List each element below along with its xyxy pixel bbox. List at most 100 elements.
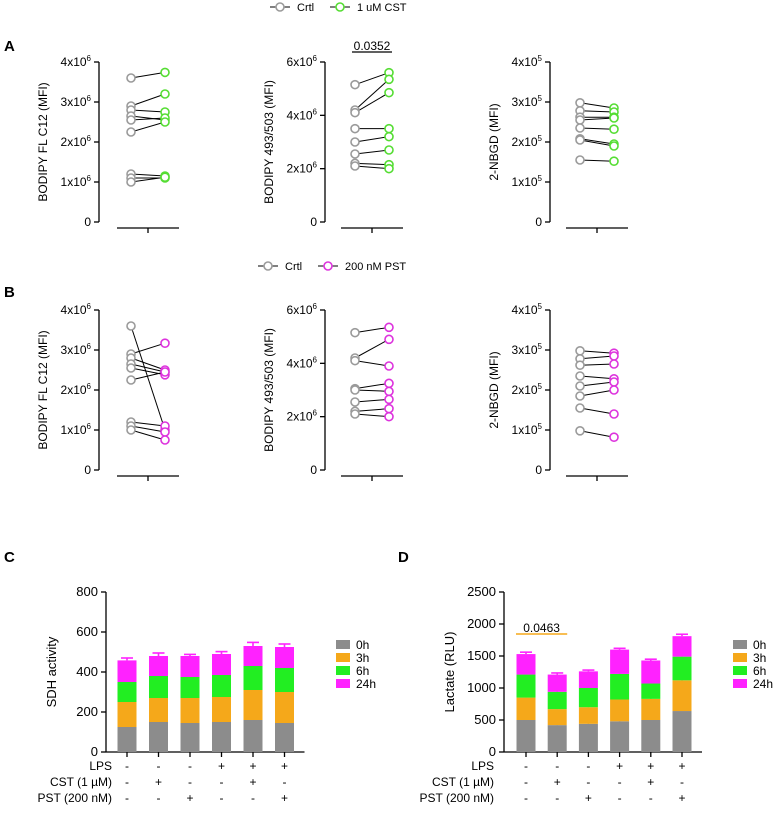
y-tick-label-4: 4x106 [61,302,92,317]
y-tick-label-3: 3x105 [512,94,543,109]
bar-3h-5 [672,680,692,712]
point-crtl-2 [350,355,360,366]
pair-line-1 [579,355,615,360]
bar-6h-4 [641,683,661,699]
condition-label-0: LPS [471,759,494,773]
condition-symbol-1-3: - [618,775,622,789]
condition-label-1: CST (1 µM) [432,775,494,789]
bar-6h-2 [180,677,200,698]
y-tick-label-2: 4x106 [287,355,318,370]
condition-symbol-1-5: - [680,775,684,789]
condition-symbol-2-3: - [618,791,622,805]
point-crtl-4 [350,385,360,395]
y-tick-exponent: 5 [538,54,543,63]
legend-label-6h: 6h [753,664,766,678]
point-crtl-3 [575,371,585,381]
y-tick-base: 3x10 [512,95,538,109]
y-tick-label-0: 0 [84,215,91,229]
y-axis-label: BODIPY 493/503 (MFI) [262,80,276,204]
bar-6h-5 [275,668,294,692]
bar-24h-5 [275,647,294,668]
point-crtl-5 [126,375,136,385]
condition-symbol-1-3: - [220,775,224,789]
legend-a: Crtl 1 uM CST [270,2,407,14]
pair-line-5 [354,149,390,155]
point-treatment-7 [160,427,170,437]
point-treatment-5 [609,385,619,395]
point-treatment-0 [160,67,170,78]
bar-24h-3 [212,654,231,675]
y-tick-base: 3x10 [61,343,87,357]
y-tick-label-3: 600 [76,624,98,639]
condition-symbol-0-5: + [678,759,685,773]
bar-3h-0 [516,697,536,720]
point-crtl-5 [350,149,360,159]
condition-label-0: LPS [89,759,112,773]
pair-line-0 [579,102,615,109]
condition-symbol-0-0: - [524,759,528,773]
point-treatment-1 [384,74,394,85]
pair-line-7 [130,425,166,433]
point-treatment-6 [609,141,619,151]
panel-label-a: A [4,38,15,55]
bar-0h-4 [243,720,263,752]
point-treatment-0 [384,322,394,333]
y-tick-label-1: 200 [76,704,98,719]
legend-label-24h: 24h [356,677,376,691]
point-treatment-3 [384,378,394,389]
y-tick-exponent: 6 [87,302,92,311]
pair-line-5 [354,398,390,403]
y-tick-label-1: 1x105 [512,422,543,437]
legend-b: Crtl 200 nM PST [258,261,406,273]
pair-line-0 [130,325,166,431]
panel-label-b: B [4,284,15,301]
point-treatment-4 [609,124,619,134]
y-tick-base: 1x10 [61,175,87,189]
point-treatment-4 [609,377,619,387]
pair-line-3 [579,375,615,380]
point-crtl-7 [575,155,585,165]
point-treatment-5 [384,394,394,405]
y-tick-exponent: 6 [87,54,92,63]
y-tick-label-3: 1500 [467,648,496,663]
point-treatment-2 [384,361,394,371]
point-crtl-4 [575,123,585,133]
legend-swatch-0h [336,640,350,649]
condition-symbol-0-3: + [616,759,623,773]
condition-symbol-2-3: - [220,791,224,805]
y-tick-base: 2x10 [512,135,538,149]
legend-a-cst-marker [335,2,345,12]
point-crtl-0 [126,321,136,331]
point-treatment-7 [609,156,619,166]
condition-symbol-1-2: - [586,775,590,789]
bar-3h-4 [641,698,661,720]
bar-3h-2 [578,707,598,724]
y-tick-label-0: 0 [535,215,542,229]
y-tick-base: 4x10 [287,356,313,370]
point-crtl-2 [350,107,360,118]
bar-3h-1 [149,698,168,722]
y-tick-base: 4x10 [61,303,87,317]
point-treatment-2 [609,359,619,369]
point-crtl-6 [575,403,585,413]
y-tick-base: 0 [84,215,91,229]
y-axis-label: BODIPY 493/503 (MFI) [262,328,276,452]
bar-0h-0 [117,727,137,752]
bar-6h-3 [212,675,231,697]
pair-line-3 [579,117,615,121]
y-tick-label-3: 6x106 [287,54,318,69]
pair-line-6 [579,139,615,147]
condition-symbol-1-1: + [554,775,561,789]
bar-24h-1 [547,674,567,692]
y-tick-label-4: 800 [76,584,98,599]
y-tick-label-4: 4x105 [512,302,543,317]
bar-6h-0 [117,682,137,702]
condition-symbol-2-2: + [186,791,193,805]
bar-0h-5 [275,723,294,752]
legend-label-24h: 24h [753,677,773,691]
bar-3h-1 [547,709,567,726]
pair-line-1 [579,110,615,113]
